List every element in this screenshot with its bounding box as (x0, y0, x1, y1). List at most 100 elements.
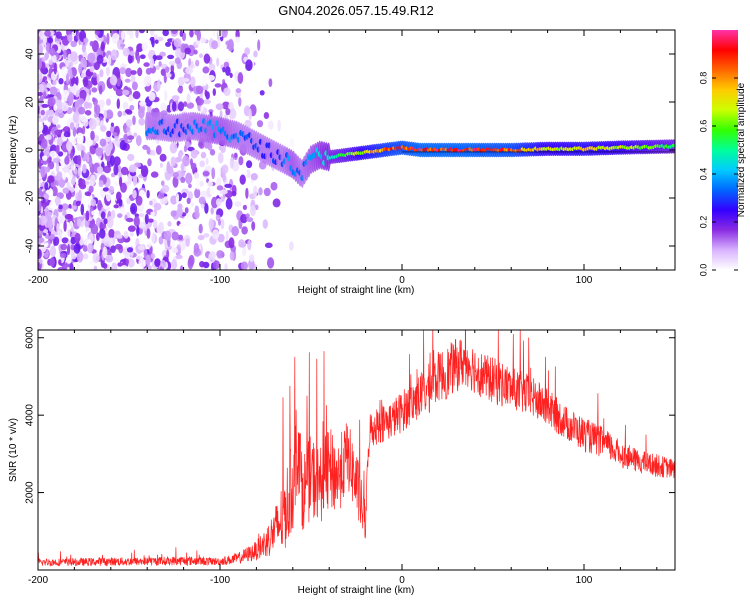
spectrogram-noise-cell (45, 134, 52, 141)
spectrogram-noise-cell (146, 228, 151, 239)
snr-marks (38, 330, 675, 567)
spectrogram-noise-cell (129, 31, 134, 40)
spectrogram-noise-cell (126, 247, 134, 253)
spectrogram-noise-cell (92, 78, 98, 86)
spectrogram-noise-cell (234, 36, 241, 44)
spectrogram-noise-cell (58, 216, 64, 224)
spectrogram-noise-cell (126, 119, 133, 128)
spectrogram-noise-cell (174, 57, 181, 65)
spectrogram-noise-cell (210, 207, 214, 215)
spectrogram-noise-cell (91, 87, 98, 93)
spectrogram-noise-cell (76, 250, 84, 263)
spectrogram-noise-cell (150, 171, 159, 178)
spectrogram-noise-cell (171, 231, 179, 241)
spectrogram-noise-cell (209, 186, 214, 195)
spectrogram-x-tick-label: -100 (210, 275, 230, 286)
spectrogram-noise-cell (74, 232, 81, 242)
spectrogram-noise-cell (193, 242, 200, 254)
spectrogram-noise-cell (194, 30, 200, 36)
spectrogram-noise-cell (125, 217, 134, 223)
spectrogram-noise-cell (166, 165, 174, 174)
spectrogram-noise-cell (243, 69, 247, 78)
spectrogram-noise-cell (72, 126, 77, 137)
spectrogram-noise-cell (120, 115, 127, 124)
spectrogram-noise-cell (80, 150, 85, 158)
spectrogram-noise-cell (170, 195, 178, 205)
spectrogram-noise-cell (52, 157, 61, 164)
spectrogram-noise-cell (164, 90, 168, 102)
spectrogram-noise-cell (87, 52, 96, 63)
spectrogram-noise-cell (68, 169, 73, 181)
spectrogram-noise-cell (227, 39, 234, 52)
spectrogram-noise-cell (78, 167, 81, 177)
spectrogram-noise-cell (124, 133, 128, 143)
spectrogram-noise-cell (225, 230, 229, 241)
spectrogram-noise-cell (58, 179, 66, 188)
colorbar-tick-label: 0.6 (698, 120, 708, 133)
spectrogram-noise-cell (289, 138, 295, 148)
spectrogram-noise-cell (69, 122, 75, 131)
spectrogram-noise-cell (100, 41, 106, 52)
spectrogram-noise-cell (211, 196, 219, 209)
spectrogram-noise-cell (246, 169, 251, 179)
spectrogram-y-tick-label: 0 (25, 147, 36, 153)
spectrogram-noise-cell (66, 208, 72, 213)
spectrogram-noise-cell (251, 221, 256, 231)
spectrogram-noise-cell (118, 199, 123, 207)
spectrogram-noise-cell (169, 142, 178, 154)
spectrogram-noise-cell (215, 103, 224, 111)
spectrogram-noise-cell (82, 163, 87, 174)
spectrogram-noise-cell (54, 129, 62, 136)
spectrogram-noise-cell (220, 43, 227, 50)
spectrogram-noise-cell (170, 210, 177, 218)
spectrogram-noise-cell (52, 115, 59, 125)
spectrogram-noise-cell (138, 107, 145, 119)
spectrogram-noise-cell (225, 66, 231, 76)
colorbar-label: Normalized spectral amplitude (736, 82, 747, 217)
spectrogram-noise-cell (49, 257, 55, 267)
spectrogram-noise-cell (41, 103, 49, 108)
spectrogram-noise-cell (216, 185, 224, 191)
spectrogram-noise-cell (112, 132, 118, 137)
spectrogram-noise-cell (216, 250, 224, 259)
spectrogram-noise-cell (160, 260, 167, 269)
spectrogram-noise-cell (58, 78, 64, 85)
spectrogram-noise-cell (92, 252, 100, 263)
spectrogram-noise-cell (199, 53, 203, 58)
spectrogram-noise-cell (139, 54, 146, 59)
spectrogram-noise-cell (244, 47, 250, 56)
spectrogram-noise-cell (158, 236, 164, 245)
spectrogram-noise-cell (204, 203, 209, 214)
spectrogram-noise-cell (89, 174, 96, 186)
spectrogram-noise-cell (163, 230, 172, 241)
spectrogram-noise-cell (184, 207, 189, 214)
spectrogram-noise-cell (86, 153, 90, 163)
spectrogram-noise-cell (216, 177, 222, 188)
spectrogram-noise-cell (213, 260, 220, 270)
spectrogram-noise-cell (90, 130, 95, 141)
spectrogram-noise-cell (80, 57, 87, 68)
spectrogram-noise-cell (140, 165, 149, 178)
spectrogram-noise-cell (229, 72, 233, 79)
spectrogram-noise-cell (103, 218, 108, 225)
spectrogram-noise-cell (75, 76, 79, 86)
spectrogram-noise-cell (185, 222, 192, 228)
spectrogram-noise-cell (85, 226, 90, 232)
spectrogram-noise-cell (77, 154, 82, 166)
spectrogram-noise-cell (64, 213, 73, 220)
spectrogram-noise-cell (96, 232, 100, 242)
spectrogram-noise-cell (80, 178, 86, 189)
spectrogram-noise-cell (221, 30, 228, 38)
spectrogram-noise-cell (74, 167, 78, 175)
spectrogram-noise-cell (235, 88, 242, 94)
spectrogram-noise-cell (229, 251, 235, 261)
spectrogram-x-tick-label: 100 (576, 275, 593, 286)
spectrogram-noise-cell (167, 54, 175, 60)
spectrogram-noise-cell (182, 32, 186, 42)
spectrogram-noise-cell (124, 109, 132, 114)
spectrogram-noise-cell (143, 62, 150, 67)
spectrogram-noise-cell (263, 187, 271, 197)
spectrogram-noise-cell (80, 203, 85, 216)
